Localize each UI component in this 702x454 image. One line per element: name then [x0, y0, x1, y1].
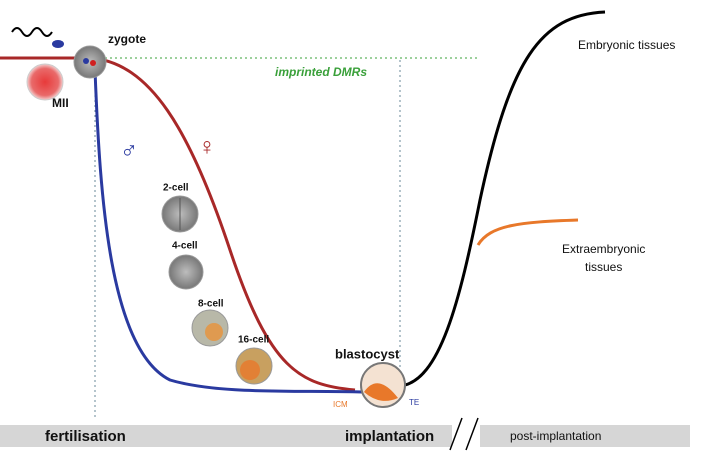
extraembryonic-label: tissues [585, 260, 622, 274]
maternal-curve [0, 56, 356, 392]
zygote [73, 45, 107, 79]
paternal-symbol: ♂ [120, 137, 138, 164]
timeline-label: implantation [345, 428, 434, 445]
embryo-label: 16-cell [238, 335, 269, 346]
icm [364, 383, 398, 401]
break-mark [449, 417, 463, 451]
timeline-label: fertilisation [45, 428, 126, 445]
break-mark [465, 417, 479, 451]
timeline-label: post-implantation [510, 429, 601, 443]
sperm-head [52, 40, 64, 48]
embryo-label: 8-cell [198, 299, 224, 310]
maternal-symbol: ♀ [198, 133, 216, 160]
pronucleus [90, 60, 96, 66]
sperm-tail [11, 27, 53, 37]
timeline-bar [0, 425, 690, 447]
embryo-label: 4-cell [172, 241, 198, 252]
oocyte [26, 63, 64, 101]
zygote-label: zygote [108, 32, 146, 46]
oocyte-label: MII [52, 96, 69, 110]
blastocyst-label: blastocyst [335, 346, 400, 361]
extraembryonic-label: Extraembryonic [562, 242, 645, 256]
cell-cluster [205, 323, 223, 341]
te-label: TE [409, 398, 419, 407]
cell-cluster [240, 360, 260, 380]
embryonic-label: Embryonic tissues [578, 38, 675, 52]
embryonic-curve [399, 10, 606, 388]
paternal-curve [93, 69, 363, 394]
extraembryonic-curve [476, 218, 579, 246]
icm-label: ICM [333, 400, 348, 409]
pronucleus [83, 58, 89, 64]
embryo-label: 2-cell [163, 183, 189, 194]
embryo-4-cell [168, 254, 204, 290]
imprinted-label: imprinted DMRs [275, 65, 367, 79]
